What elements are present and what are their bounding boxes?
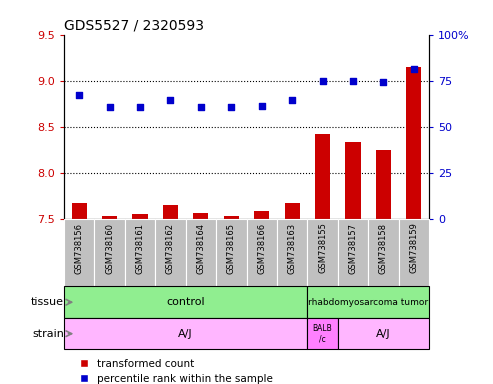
Text: BALB
/c: BALB /c	[313, 324, 332, 343]
Bar	[216, 219, 246, 286]
Bar	[307, 286, 429, 318]
Bar	[338, 318, 429, 349]
Bar	[125, 219, 155, 286]
Text: strain: strain	[32, 329, 64, 339]
Bar	[102, 215, 117, 219]
Text: control: control	[166, 297, 205, 307]
Bar	[406, 67, 422, 219]
Bar	[315, 134, 330, 219]
Bar	[345, 142, 360, 219]
Bar	[64, 219, 95, 286]
Point	[106, 104, 113, 110]
Bar	[307, 318, 338, 349]
Point	[136, 104, 144, 110]
Bar	[398, 219, 429, 286]
Bar	[254, 211, 269, 219]
Point	[318, 78, 326, 84]
Text: GSM738156: GSM738156	[75, 223, 84, 274]
Bar	[224, 217, 239, 219]
Bar	[307, 219, 338, 286]
Bar	[186, 219, 216, 286]
Bar	[133, 214, 148, 219]
Text: GSM738164: GSM738164	[196, 223, 206, 274]
Text: tissue: tissue	[31, 297, 64, 307]
Text: GSM738166: GSM738166	[257, 223, 266, 274]
Bar	[246, 219, 277, 286]
Text: GDS5527 / 2320593: GDS5527 / 2320593	[64, 18, 204, 32]
Point	[75, 91, 83, 98]
Bar	[64, 318, 307, 349]
Legend: transformed count, percentile rank within the sample: transformed count, percentile rank withi…	[70, 355, 278, 384]
Text: GSM738165: GSM738165	[227, 223, 236, 274]
Point	[258, 103, 266, 109]
Point	[410, 66, 418, 72]
Bar	[193, 213, 209, 219]
Point	[197, 104, 205, 110]
Text: GSM738158: GSM738158	[379, 223, 388, 274]
Bar	[71, 203, 87, 219]
Point	[167, 97, 175, 103]
Text: GSM738157: GSM738157	[349, 223, 357, 274]
Bar	[163, 205, 178, 219]
Text: GSM738163: GSM738163	[287, 223, 297, 274]
Bar	[64, 286, 307, 318]
Bar	[368, 219, 398, 286]
Point	[380, 79, 387, 85]
Point	[227, 104, 235, 110]
Text: A/J: A/J	[178, 329, 193, 339]
Bar	[155, 219, 186, 286]
Bar	[376, 150, 391, 219]
Text: rhabdomyosarcoma tumor: rhabdomyosarcoma tumor	[308, 298, 428, 307]
Point	[349, 78, 357, 84]
Bar	[284, 203, 300, 219]
Text: GSM738155: GSM738155	[318, 223, 327, 273]
Bar	[95, 219, 125, 286]
Bar	[277, 219, 307, 286]
Text: GSM738159: GSM738159	[409, 223, 418, 273]
Bar	[338, 219, 368, 286]
Text: A/J: A/J	[376, 329, 390, 339]
Text: GSM738161: GSM738161	[136, 223, 144, 274]
Text: GSM738162: GSM738162	[166, 223, 175, 274]
Text: GSM738160: GSM738160	[105, 223, 114, 274]
Point	[288, 97, 296, 103]
